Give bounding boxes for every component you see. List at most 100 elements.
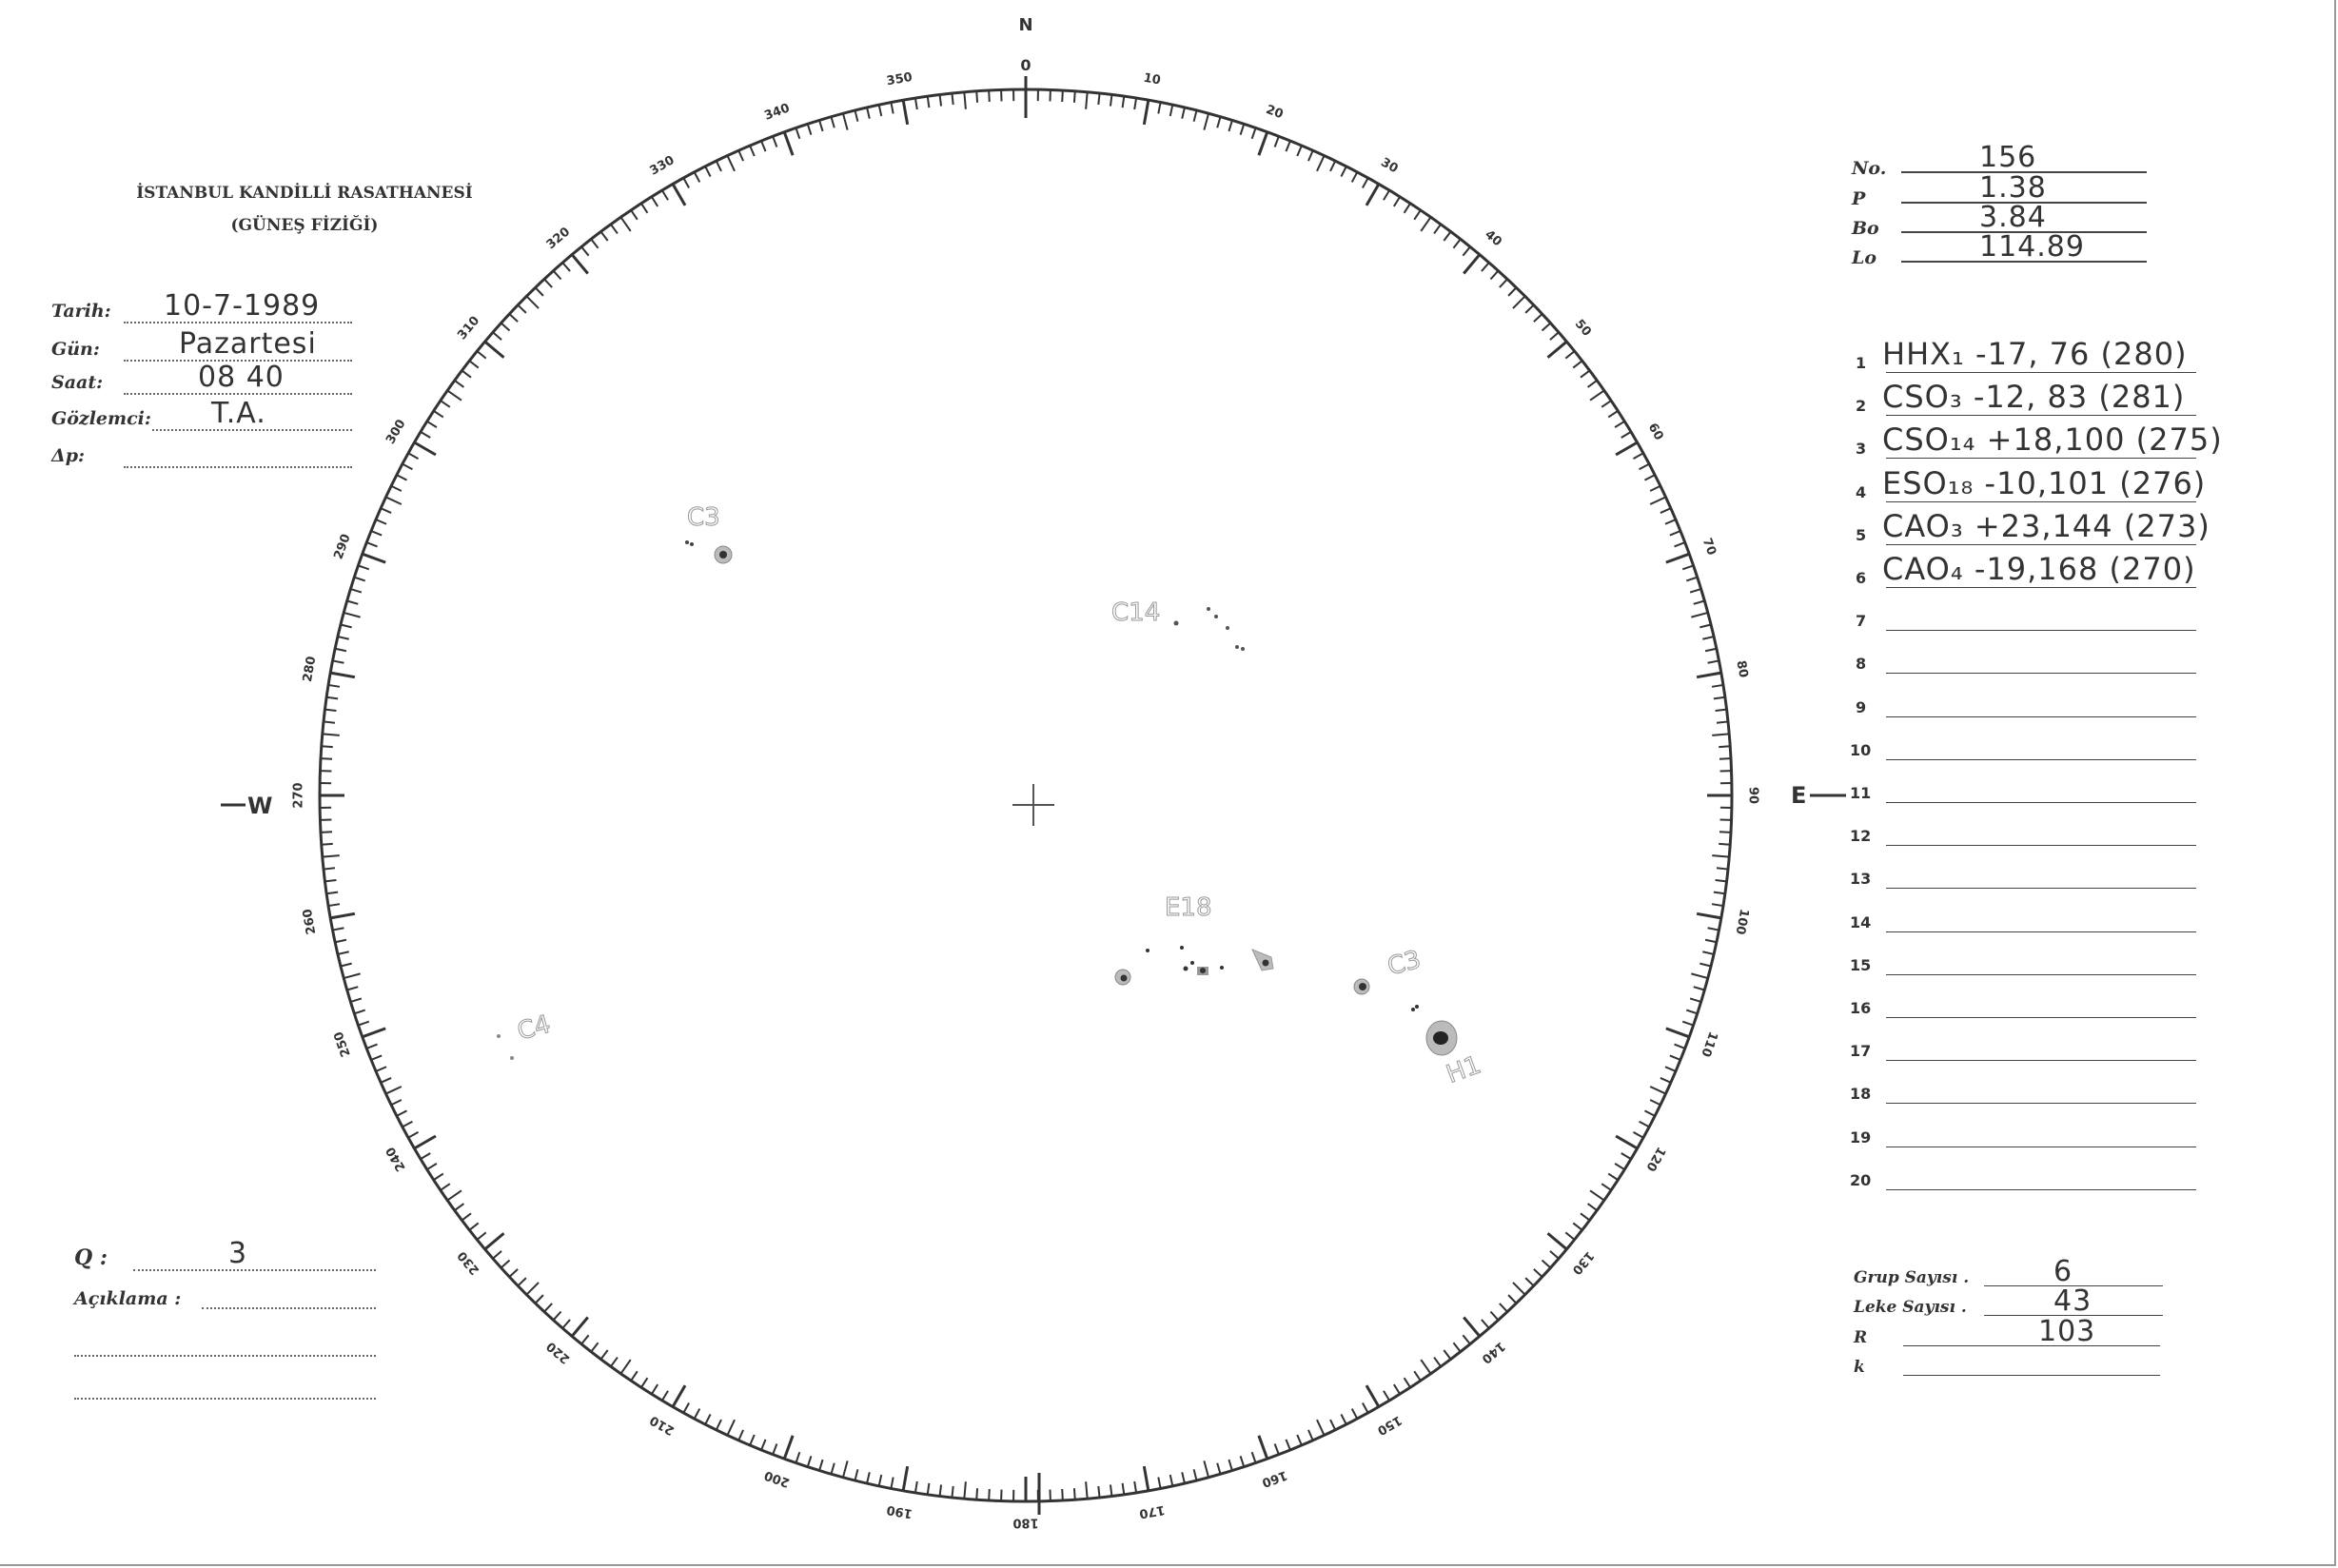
group-entry[interactable]: HHX₁ -17, 76 (280) <box>1882 336 2188 372</box>
scale-tick <box>426 420 438 429</box>
obs-value[interactable]: 08 40 <box>198 361 285 394</box>
scale-tick <box>322 854 340 858</box>
totals-value[interactable]: 6 <box>2053 1255 2073 1288</box>
scale-tick <box>320 757 333 760</box>
group-entry[interactable]: CSO₁₄ +18,100 (275) <box>1882 421 2223 459</box>
scale-tick <box>543 278 553 288</box>
spot-label-c4: C4 <box>515 1010 554 1047</box>
scale-tick <box>1507 1294 1518 1304</box>
scale-tick <box>1711 683 1724 688</box>
obs-value[interactable]: T.A. <box>211 397 266 430</box>
scale-tick <box>580 245 590 257</box>
scale-tick <box>1463 253 1482 275</box>
scale-tick <box>772 135 778 147</box>
scale-tick <box>818 120 824 132</box>
scale-tick <box>1696 671 1721 679</box>
scale-tick <box>468 360 480 369</box>
sunspot-group-c3-west <box>685 540 733 564</box>
scale-tick <box>1181 107 1186 119</box>
scale-tick <box>1649 496 1666 505</box>
scale-label: 170 <box>1138 1502 1166 1520</box>
scale-tick <box>1340 166 1347 178</box>
scale-tick <box>1169 1474 1174 1486</box>
group-entry[interactable]: CSO₃ -12, 83 (281) <box>1882 379 2186 416</box>
obs-line <box>152 429 352 431</box>
scale-tick <box>1413 1370 1422 1382</box>
group-entry[interactable]: ESO₁₈ -10,101 (276) <box>1882 464 2207 501</box>
totals-value[interactable]: 43 <box>2053 1284 2092 1318</box>
scale-tick <box>715 1419 722 1431</box>
spot-label-layer: C3 C14 E18 C3 H1 C4 <box>514 503 1485 1090</box>
scale-tick <box>866 107 871 119</box>
scale-tick <box>1489 1310 1500 1322</box>
totals-value[interactable]: 103 <box>2038 1315 2096 1348</box>
scale-tick <box>330 671 356 679</box>
remarks-label: Açıklama : <box>74 1288 182 1309</box>
sunspot-group-h1 <box>1425 1020 1458 1056</box>
group-line <box>1886 758 2196 760</box>
scale-tick <box>1533 1268 1543 1278</box>
scale-tick <box>1257 1435 1269 1460</box>
scale-tick <box>1664 1066 1677 1072</box>
scale-tick <box>570 253 589 275</box>
obs-value[interactable]: Pazartesi <box>179 327 317 361</box>
group-number: 14 <box>1850 912 1872 931</box>
ephemeris-value[interactable]: 1.38 <box>1979 171 2047 205</box>
scale-tick <box>1702 951 1715 955</box>
ephemeris-value[interactable]: 3.84 <box>1979 201 2047 234</box>
group-line <box>1886 1017 2196 1018</box>
scale-tick <box>552 1310 562 1322</box>
scale-tick <box>938 1484 943 1497</box>
group-entry[interactable]: CAO₃ +23,144 (273) <box>1882 507 2210 544</box>
scale-tick <box>715 160 722 172</box>
scale-tick <box>1681 564 1694 571</box>
group-line <box>1886 1060 2196 1062</box>
ephemeris-value[interactable]: 156 <box>1979 141 2037 174</box>
scale-tick <box>1681 1020 1694 1027</box>
scale-tick <box>682 1401 690 1414</box>
scale-tick <box>440 400 451 408</box>
scale-tick <box>1716 867 1729 871</box>
obs-line <box>124 393 352 395</box>
scale-tick <box>951 1485 954 1499</box>
scale-tick <box>340 623 352 629</box>
scale-tick <box>517 304 527 314</box>
group-line <box>1886 458 2196 460</box>
quality-value[interactable]: 3 <box>228 1237 248 1270</box>
ephemeris-value[interactable]: 114.89 <box>1979 230 2085 264</box>
obs-value[interactable]: 10-7-1989 <box>164 289 321 323</box>
group-number: 17 <box>1850 1042 1872 1061</box>
scale-tick <box>385 1086 403 1095</box>
scale-tick <box>454 1203 465 1211</box>
scale-tick <box>1413 209 1422 221</box>
scale-tick <box>693 1408 701 1420</box>
scale-tick <box>630 1370 639 1382</box>
scale-label: 260 <box>301 908 319 935</box>
scale-tick <box>1541 1259 1552 1269</box>
scale-tick <box>640 1377 649 1388</box>
scale-tick <box>1685 1009 1698 1015</box>
scale-tick <box>1669 530 1681 537</box>
scale-tick <box>1350 171 1359 183</box>
scale-tick <box>926 1482 931 1495</box>
remarks-line-3[interactable] <box>74 1398 376 1400</box>
scale-tick <box>1572 360 1583 369</box>
scale-tick <box>1719 757 1732 760</box>
group-entry[interactable]: CAO₄ -19,168 (270) <box>1882 551 2196 587</box>
scale-tick <box>500 1259 511 1269</box>
remarks-line-2[interactable] <box>74 1355 376 1357</box>
group-number: 12 <box>1850 827 1872 846</box>
obs-line <box>124 360 352 362</box>
scale-tick <box>988 89 991 103</box>
scale-tick <box>370 530 383 537</box>
scale-tick <box>1715 878 1727 883</box>
scale-tick <box>324 708 337 713</box>
group-number: 1 <box>1856 354 1867 372</box>
scale-tick <box>1713 891 1725 895</box>
scale-tick <box>440 1183 451 1191</box>
scale-label: 180 <box>1012 1516 1038 1530</box>
scale-tick <box>1643 1109 1656 1117</box>
totals-label: k <box>1854 1358 1865 1377</box>
scale-tick <box>1181 1472 1186 1484</box>
remarks-line-1[interactable] <box>202 1307 376 1309</box>
